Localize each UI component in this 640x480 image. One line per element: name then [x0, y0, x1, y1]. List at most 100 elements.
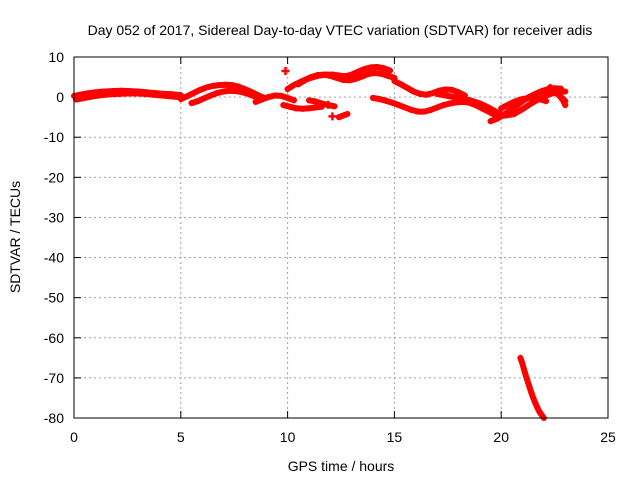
data-point	[214, 90, 221, 97]
data-point	[434, 104, 441, 111]
data-point	[203, 84, 210, 91]
y-tick-label: 0	[56, 89, 64, 105]
data-point	[519, 361, 526, 368]
data-point	[308, 74, 315, 81]
data-point	[384, 72, 391, 79]
data-point	[534, 404, 541, 411]
data-point	[449, 86, 456, 93]
data-point	[222, 81, 229, 88]
data-point	[380, 65, 387, 72]
data-point	[558, 85, 565, 92]
data-point	[346, 77, 353, 84]
data-point	[365, 70, 372, 77]
data-point	[476, 100, 483, 107]
data-point	[410, 88, 417, 95]
data-point	[372, 70, 379, 77]
x-axis-ticks: 0 5 10 15 20 25	[70, 57, 616, 445]
data-point	[115, 90, 122, 97]
data-point	[301, 77, 308, 84]
series-arc-drop	[517, 354, 547, 421]
data-point	[284, 86, 291, 93]
data-point	[286, 103, 293, 110]
data-point	[229, 82, 236, 89]
data-point	[391, 78, 398, 85]
data-point	[519, 106, 526, 113]
data-point	[374, 64, 381, 71]
data-point	[421, 108, 428, 115]
data-point	[280, 102, 287, 109]
data-point	[340, 112, 347, 119]
data-point	[141, 90, 148, 97]
data-point	[278, 92, 285, 99]
data-point	[361, 66, 368, 73]
data-point	[98, 92, 105, 99]
data-point	[246, 91, 253, 98]
y-axis-ticks: 10 0 -10 -20 -30 -40 -50 -60 -70 -80	[44, 49, 608, 426]
data-point	[487, 118, 494, 125]
data-point	[511, 110, 518, 117]
data-point	[528, 100, 535, 107]
data-point	[252, 93, 259, 100]
data-point	[446, 100, 453, 107]
data-point	[197, 86, 204, 93]
y-tick-label: -40	[44, 250, 64, 266]
data-point	[184, 93, 191, 100]
data-point	[252, 98, 259, 105]
data-point	[305, 97, 312, 104]
data-point	[562, 98, 569, 105]
data-point	[107, 91, 114, 98]
y-axis-label: SDTVAR / TECUs	[7, 181, 23, 293]
data-point	[523, 375, 530, 382]
data-point	[314, 72, 321, 79]
data-point	[434, 90, 441, 97]
data-point	[506, 107, 513, 114]
data-point	[370, 94, 377, 101]
data-point	[538, 88, 545, 95]
data-point	[207, 92, 214, 99]
data-point	[397, 81, 404, 88]
data-point	[389, 99, 396, 106]
data-point	[194, 98, 201, 105]
data-point	[376, 96, 383, 103]
data-point	[167, 93, 174, 100]
plot-frame	[73, 56, 609, 419]
data-point	[305, 105, 312, 112]
x-tick-label: 15	[387, 429, 403, 445]
data-point	[521, 368, 528, 375]
data-point	[493, 109, 500, 116]
x-tick-label: 0	[70, 429, 78, 445]
x-tick-label: 20	[493, 429, 509, 445]
data-point	[387, 67, 394, 74]
x-tick-label: 25	[600, 429, 616, 445]
data-point	[451, 94, 458, 101]
data-point	[271, 92, 278, 99]
data-point	[545, 91, 552, 98]
data-point	[500, 112, 507, 119]
data-point	[226, 87, 233, 94]
data-point	[414, 108, 421, 115]
data-point	[427, 106, 434, 113]
data-point	[209, 82, 216, 89]
data-points	[71, 64, 569, 421]
y-tick-label: -70	[44, 370, 64, 386]
data-point	[528, 388, 535, 395]
data-point	[395, 102, 402, 109]
data-point	[530, 394, 537, 401]
data-point	[299, 105, 306, 112]
isolated-point	[281, 67, 290, 76]
data-point	[318, 100, 325, 107]
y-tick-label: -30	[44, 209, 64, 225]
data-point	[442, 92, 449, 99]
data-point	[367, 64, 374, 71]
data-point	[543, 98, 550, 105]
y-tick-label: -60	[44, 330, 64, 346]
data-point	[553, 90, 560, 97]
data-point	[442, 86, 449, 93]
data-point	[459, 95, 466, 102]
data-point	[355, 68, 362, 75]
isolated-point	[324, 100, 333, 109]
data-point	[190, 90, 197, 97]
data-point	[239, 89, 246, 96]
data-point	[493, 115, 500, 122]
